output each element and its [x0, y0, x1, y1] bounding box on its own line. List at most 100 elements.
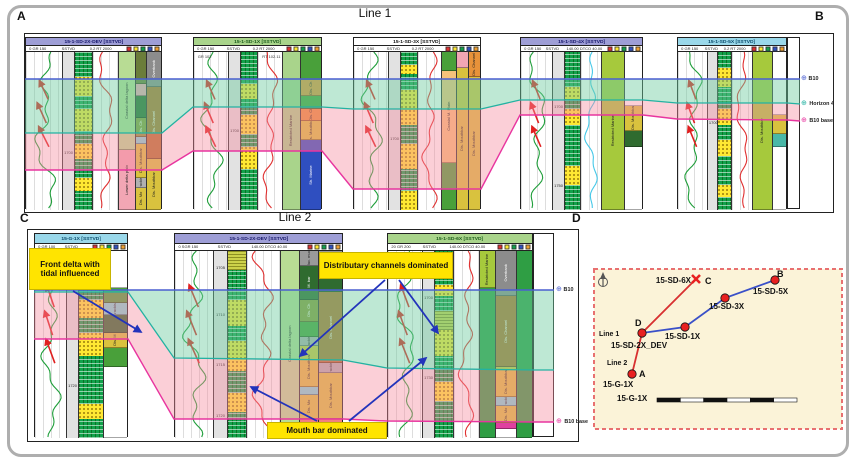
well-title: 15-1-SD-5X [SSTVD] — [708, 39, 756, 44]
red-trend-arrow — [398, 337, 411, 364]
red-trend-arrow — [187, 337, 200, 364]
gr-curve — [182, 251, 207, 438]
corner-label-a: A — [17, 9, 26, 23]
legend-chip-icon — [328, 244, 334, 250]
well-title: 15-1-SD-2X-DEV [SSTVD] — [229, 236, 288, 241]
resistivity-curve — [421, 52, 438, 209]
horizon-name: B10 base — [564, 418, 588, 425]
legend-chip-icon — [154, 46, 160, 51]
sstvd-label: SSTVD — [217, 244, 231, 250]
legend-chip-icon — [293, 46, 299, 51]
well-panel: 15-1-SD-3X [SSTVD] 0 GR 150 SSTVD 0.2 RT 20… — [353, 37, 481, 210]
legend-chip-icon — [321, 244, 327, 250]
well-panel: 15-1-SD-4X [SSTVD] 0 GR 150 SSTVD 140.00 DT… — [520, 37, 643, 210]
red-trend-arrow — [37, 124, 50, 148]
legend-chip-icon — [621, 46, 627, 51]
map-label: 15-SD-2X_DEV — [611, 341, 668, 350]
map-scalebar-segment — [680, 397, 704, 403]
sstvd-label: SSTVD — [226, 46, 240, 51]
lithology-segment — [241, 83, 257, 100]
map-label: B — [777, 269, 784, 279]
right-depth-strip — [787, 37, 800, 209]
horizon-name: B10 base — [809, 117, 833, 124]
horizon-label: ⊕ Horizon 4 — [801, 100, 835, 107]
map-well-marker — [720, 293, 730, 303]
red-trend-arrow — [38, 78, 49, 100]
facies-segment — [442, 52, 456, 71]
log-curves — [360, 52, 438, 209]
well-header: 15-1-SD-5X [SSTVD] — [678, 38, 786, 46]
legend-chip-icon — [126, 46, 132, 51]
lithology-segment — [79, 419, 103, 438]
track-scale-row: 0 GR 150 SSTVD 0.2 RT 2000 — [26, 46, 161, 52]
gr-curve — [684, 52, 703, 209]
lithology-segment — [718, 67, 731, 87]
sstvd-label: SSTVD — [386, 46, 400, 51]
legend-chips — [307, 244, 341, 250]
well-header: 15-1-SD-1X [SSTVD] — [194, 38, 321, 46]
horizon-name: Horizon 4 — [809, 100, 834, 107]
curve-readout: RT 102.11 — [262, 54, 281, 60]
facies-segment: Dis. Mo — [136, 187, 146, 210]
map-well-marker — [627, 369, 637, 379]
lithology-segment — [565, 52, 580, 87]
lithology-segment — [75, 52, 92, 78]
map-label: C — [705, 276, 712, 286]
map-label: 15-SD-1X — [665, 332, 701, 341]
facies-segment — [136, 52, 146, 84]
legend-chip-icon — [335, 244, 341, 250]
legend-chip-icon — [635, 46, 641, 51]
gr-curve — [360, 52, 383, 209]
legend-chip-icon — [628, 46, 634, 51]
lithology-segment — [75, 77, 92, 97]
red-trend-arrow — [530, 124, 542, 148]
horizon-label: ⊕ B10 base — [556, 418, 589, 425]
well-body: 1705 1710 1715 1720 Coastal delta lagoon Jac.… — [175, 251, 342, 438]
legend-chip-icon — [518, 244, 524, 250]
legend-chip-icon — [307, 244, 313, 250]
curve-readout: GR 102 — [197, 54, 212, 60]
legend-chip-icon — [314, 46, 320, 51]
map-border — [593, 268, 843, 430]
sstvd-label: SSTVD — [65, 244, 79, 250]
facies-segment: Overbank — [147, 52, 161, 87]
gr-scale-label: 0 GR 150 — [524, 46, 542, 51]
legend-chip-icon — [452, 46, 458, 51]
well-title: 15-G-1X [SSTVD] — [61, 236, 101, 241]
well-body: 1700 Dis. Mouthbar — [678, 52, 786, 210]
track-scale-row: 0 GR 150 SSTVD 0.2 RT 2000 — [194, 46, 321, 52]
map-scalebar-segment — [773, 397, 798, 403]
legend-chip-icon — [765, 46, 771, 51]
horizon-marker-icon: ⊕ — [556, 418, 562, 425]
log-curves — [396, 251, 475, 438]
red-trend-arrow — [185, 309, 198, 336]
well-header: 15-1-SD-3X [SSTVD] — [354, 38, 480, 46]
red-trend-arrow — [365, 124, 377, 148]
gr-scale-label: 20 GR 200 — [391, 244, 411, 250]
legend-chip-icon — [466, 46, 472, 51]
well-body: 1700 1750 Restricted Marine Dis. Mouthbar — [521, 52, 642, 210]
map-scalebar-segment — [726, 397, 751, 403]
legend-chip-icon — [147, 46, 153, 51]
gr-scale-label: 0 GR 100 — [38, 244, 56, 250]
horizon-marker-icon: ⊕ — [801, 117, 807, 124]
legend-chip-icon — [525, 244, 531, 250]
well-header: 15-1-SD-6X [SSTVD] — [388, 234, 532, 244]
well-body: 1700 1730 Restricted Marine Overbank Dis. Ch… — [388, 251, 532, 438]
resistivity-curve — [251, 251, 274, 438]
res-scale-label: 140.00 DTCO 40.00 — [449, 244, 486, 250]
map-label: D — [635, 318, 642, 328]
well-panel: 15-1-SD-2X-DEV [SSTVD] 0 SGR 150 SSTVD 140.… — [174, 233, 343, 438]
sstvd-label: SSTVD — [545, 46, 560, 51]
map-well-marker-x — [691, 274, 701, 284]
map-scalebar-segment — [750, 397, 774, 403]
red-trend-arrow — [399, 283, 410, 308]
legend-chip-icon — [286, 46, 292, 51]
map-label: Line 2 — [607, 360, 627, 367]
track-scale-row: 0 SGR 150 SSTVD 140.00 DTCO 40.00 — [175, 244, 342, 251]
legend-chips — [126, 46, 160, 52]
facies-segment: Dis. Ch — [301, 80, 321, 97]
horizon-name: B10 — [563, 286, 574, 293]
red-trend-arrow — [36, 101, 48, 124]
